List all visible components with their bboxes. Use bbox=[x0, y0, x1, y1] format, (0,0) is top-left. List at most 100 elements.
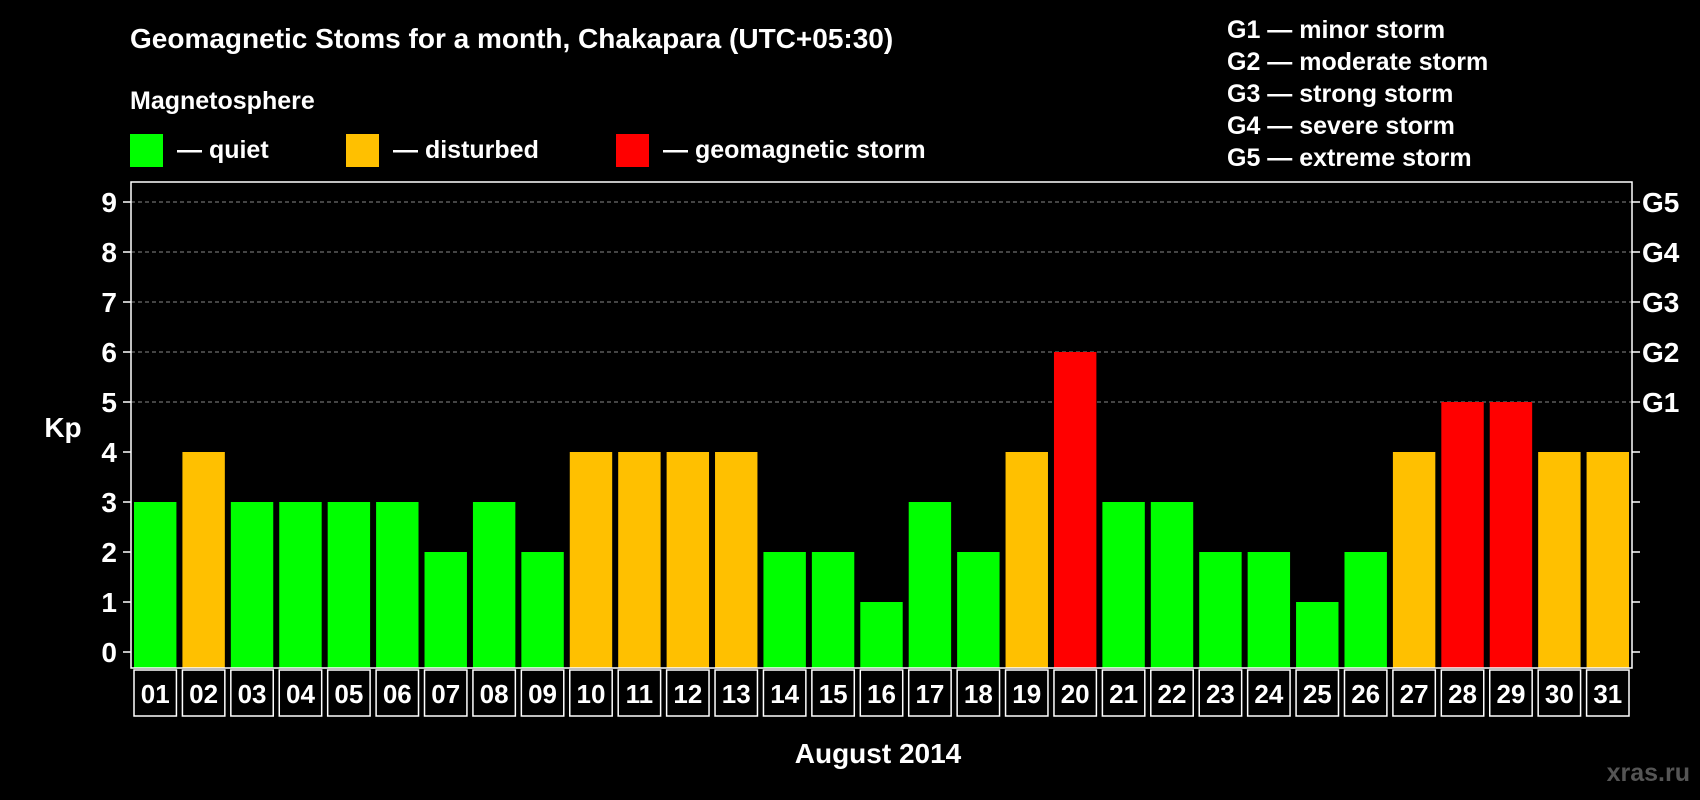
bar-30 bbox=[1538, 452, 1581, 668]
bar-14 bbox=[763, 552, 806, 668]
storm-scale-item-2: G3 — strong storm bbox=[1227, 80, 1453, 108]
x-tick-28: 28 bbox=[1448, 679, 1477, 709]
x-cell-16 bbox=[859, 669, 904, 717]
bar-01 bbox=[134, 502, 177, 668]
bar-23 bbox=[1199, 552, 1242, 668]
y-tick-8: 8 bbox=[101, 237, 117, 268]
y-tick-3: 3 bbox=[101, 487, 117, 518]
y-tick-0: 0 bbox=[101, 637, 117, 668]
bar-22 bbox=[1150, 502, 1194, 668]
grid bbox=[131, 201, 1632, 403]
x-cell-28 bbox=[1440, 669, 1485, 717]
x-cell-26 bbox=[1343, 669, 1388, 717]
bar-06 bbox=[376, 502, 419, 668]
x-tick-16: 16 bbox=[867, 679, 896, 709]
x-cell-04 bbox=[278, 669, 323, 717]
bar-03 bbox=[230, 502, 274, 668]
x-cell-07 bbox=[423, 669, 468, 717]
x-tick-01: 01 bbox=[141, 679, 170, 709]
bar-21 bbox=[1102, 502, 1145, 668]
x-tick-27: 27 bbox=[1400, 679, 1429, 709]
right-tick-G3: G3 bbox=[1642, 287, 1679, 318]
y-axis-label: Kp bbox=[44, 412, 81, 443]
bar-28 bbox=[1441, 402, 1484, 668]
x-cell-01 bbox=[133, 669, 178, 717]
x-tick-29: 29 bbox=[1496, 679, 1525, 709]
x-tick-06: 06 bbox=[383, 679, 412, 709]
x-tick-11: 11 bbox=[626, 679, 654, 709]
bar-29 bbox=[1489, 402, 1533, 668]
y-tick-2: 2 bbox=[101, 537, 117, 568]
bar-20 bbox=[1053, 352, 1097, 668]
bar-08 bbox=[472, 502, 516, 668]
bar-04 bbox=[279, 502, 322, 668]
legend-swatch-1 bbox=[346, 134, 379, 167]
bar-09 bbox=[521, 552, 564, 668]
x-tick-04: 04 bbox=[286, 679, 315, 709]
bar-19 bbox=[1005, 452, 1048, 668]
x-cell-11 bbox=[617, 669, 662, 717]
x-tick-30: 30 bbox=[1545, 679, 1574, 709]
x-cell-12 bbox=[665, 669, 710, 717]
bar-16 bbox=[860, 602, 903, 668]
x-tick-24: 24 bbox=[1254, 679, 1283, 709]
x-cell-06 bbox=[375, 669, 420, 717]
x-tick-20: 20 bbox=[1061, 679, 1090, 709]
x-tick-03: 03 bbox=[238, 679, 267, 709]
bar-02 bbox=[182, 452, 225, 668]
x-tick-22: 22 bbox=[1158, 679, 1187, 709]
storm-scale-item-3: G4 — severe storm bbox=[1227, 112, 1455, 140]
legend-label-1: — disturbed bbox=[393, 136, 539, 164]
x-cell-05 bbox=[326, 669, 371, 717]
right-tick-G5: G5 bbox=[1642, 187, 1679, 218]
right-tick-G2: G2 bbox=[1642, 337, 1679, 368]
x-tick-05: 05 bbox=[334, 679, 363, 709]
x-tick-02: 02 bbox=[189, 679, 218, 709]
bar-13 bbox=[715, 452, 758, 668]
x-axis-days: 01 02 03 04 05 06 07 08 09 10 11 12 13 14 15 16 17 18 19 20… bbox=[133, 669, 1630, 717]
x-tick-15: 15 bbox=[819, 679, 848, 709]
bar-11 bbox=[618, 452, 661, 668]
x-cell-10 bbox=[569, 669, 613, 717]
x-tick-18: 18 bbox=[964, 679, 993, 709]
x-cell-02 bbox=[181, 669, 226, 717]
right-axis-storm-levels: G1 G2 G3 G4 G5 bbox=[1632, 187, 1680, 653]
bar-25 bbox=[1296, 602, 1339, 668]
x-tick-23: 23 bbox=[1206, 679, 1235, 709]
bars bbox=[134, 352, 1629, 668]
x-tick-31: 31 bbox=[1593, 679, 1622, 709]
right-tick-G4: G4 bbox=[1642, 237, 1680, 268]
x-cell-03 bbox=[230, 669, 275, 717]
x-cell-13 bbox=[714, 669, 759, 717]
x-tick-14: 14 bbox=[770, 679, 799, 709]
right-tick-G1: G1 bbox=[1642, 387, 1679, 418]
storm-scale-item-1: G2 — moderate storm bbox=[1227, 48, 1488, 76]
bar-24 bbox=[1247, 552, 1291, 668]
x-cell-25 bbox=[1295, 669, 1340, 717]
x-cell-09 bbox=[520, 669, 565, 717]
x-cell-17 bbox=[907, 669, 952, 717]
y-tick-5: 5 bbox=[101, 387, 117, 418]
watermark: xras.ru bbox=[1607, 759, 1690, 787]
legend-label-0: — quiet bbox=[177, 136, 269, 164]
x-cell-23 bbox=[1198, 669, 1243, 717]
plot-frame bbox=[130, 181, 1633, 669]
bar-12 bbox=[666, 452, 710, 668]
x-cell-30 bbox=[1537, 669, 1582, 717]
x-cell-15 bbox=[811, 669, 856, 717]
x-tick-13: 13 bbox=[722, 679, 751, 709]
legend-swatch-2 bbox=[616, 134, 649, 167]
x-cell-19 bbox=[1004, 669, 1049, 717]
x-tick-07: 07 bbox=[431, 679, 460, 709]
x-cell-22 bbox=[1150, 669, 1194, 717]
x-tick-10: 10 bbox=[577, 679, 606, 709]
x-tick-08: 08 bbox=[480, 679, 509, 709]
legend-swatch-0 bbox=[130, 134, 163, 167]
bar-17 bbox=[908, 502, 952, 668]
y-tick-4: 4 bbox=[101, 437, 117, 468]
x-cell-18 bbox=[956, 669, 1001, 717]
x-cell-21 bbox=[1101, 669, 1146, 717]
x-cell-29 bbox=[1488, 669, 1533, 717]
storm-scale-item-0: G1 — minor storm bbox=[1227, 16, 1445, 44]
